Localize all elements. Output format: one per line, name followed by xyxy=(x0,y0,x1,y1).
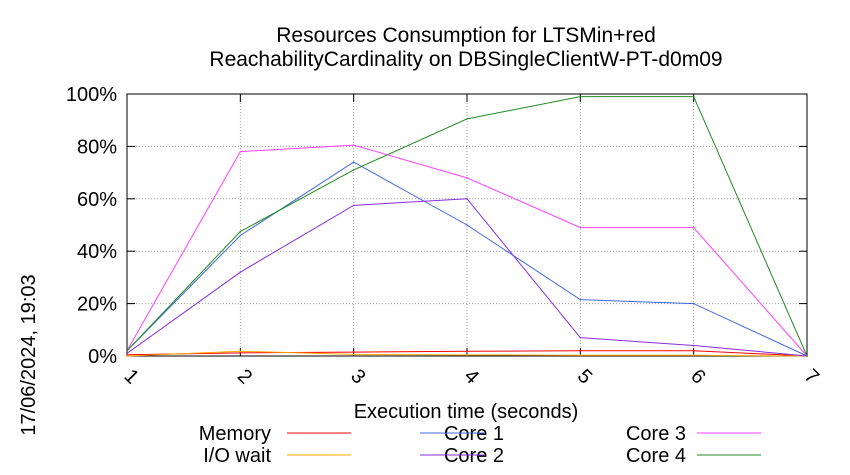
data-point-core-2 xyxy=(466,198,468,200)
legend-label-core-1: Core 1 xyxy=(444,423,504,445)
y-tick-label: 40% xyxy=(77,241,117,263)
y-tick-label: 60% xyxy=(77,189,117,211)
data-point-memory xyxy=(579,349,582,352)
data-point-core-4 xyxy=(126,349,128,352)
data-point-memory xyxy=(352,351,355,353)
data-point-core-4 xyxy=(692,95,695,98)
data-point-core-4 xyxy=(806,355,808,357)
x-axis-label: Execution time (seconds) xyxy=(354,401,579,423)
y-tick-label: 80% xyxy=(77,136,117,158)
x-tick-label: 7 xyxy=(800,365,823,388)
data-point-core-4 xyxy=(239,230,242,233)
chart-title-line-2: ReachabilityCardinality on DBSingleClien… xyxy=(209,48,722,71)
x-tick-label: 6 xyxy=(686,365,709,388)
y-tick-label: 20% xyxy=(77,294,117,316)
data-point-core-3 xyxy=(239,150,242,153)
timestamp-label: 17/06/2024, 19:03 xyxy=(18,274,40,435)
data-point-core-1 xyxy=(352,161,355,163)
data-point-memory xyxy=(126,353,128,356)
data-point-core-1 xyxy=(466,224,468,226)
legend-label-core-3: Core 3 xyxy=(626,423,686,445)
data-point-core-2 xyxy=(239,271,242,273)
data-point-memory xyxy=(466,350,468,353)
legend-label-core-2: Core 2 xyxy=(444,445,504,467)
data-point-core-2 xyxy=(579,336,582,339)
legend-label-memory: Memory xyxy=(199,423,271,445)
x-tick-label: 4 xyxy=(460,365,483,388)
data-point-i-o-wait xyxy=(239,350,242,353)
x-tick-label: 2 xyxy=(233,365,256,388)
data-point-core-1 xyxy=(692,302,695,305)
data-point-core-2 xyxy=(692,344,695,347)
data-point-core-1 xyxy=(579,298,582,301)
data-point-core-4 xyxy=(466,118,468,120)
x-tick-label: 3 xyxy=(346,365,369,388)
plot-border xyxy=(126,93,808,357)
data-point-core-3 xyxy=(692,226,695,229)
data-point-i-o-wait xyxy=(466,354,468,356)
y-tick-label: 0% xyxy=(88,346,117,368)
axes: 0% 20% 40% 60% 80% 100% 1 2 3 4 5 6 7 xyxy=(66,84,823,388)
data-point-i-o-wait xyxy=(692,354,695,357)
data-point-core-3 xyxy=(466,177,468,179)
data-point-memory xyxy=(239,352,242,354)
x-tick-label: 1 xyxy=(120,365,143,388)
data-point-core-4 xyxy=(579,95,582,98)
data-point-core-3 xyxy=(579,226,582,229)
y-tick-label: 100% xyxy=(66,84,117,106)
series-lines xyxy=(126,95,808,357)
chart-title-line-1: Resources Consumption for LTSMin+red xyxy=(276,24,656,47)
legend-label-core-4: Core 4 xyxy=(626,445,686,467)
data-point-core-4 xyxy=(352,169,355,171)
data-point-core-2 xyxy=(126,352,128,355)
data-point-memory xyxy=(692,349,695,352)
data-point-i-o-wait xyxy=(352,353,355,356)
data-point-core-3 xyxy=(352,144,355,146)
data-point-i-o-wait xyxy=(579,354,582,357)
data-point-core-1 xyxy=(239,234,242,237)
x-tick-label: 5 xyxy=(573,365,596,388)
legend-label-i-o-wait: I/O wait xyxy=(203,445,271,467)
data-point-i-o-wait xyxy=(126,355,128,357)
data-point-core-2 xyxy=(352,204,355,207)
